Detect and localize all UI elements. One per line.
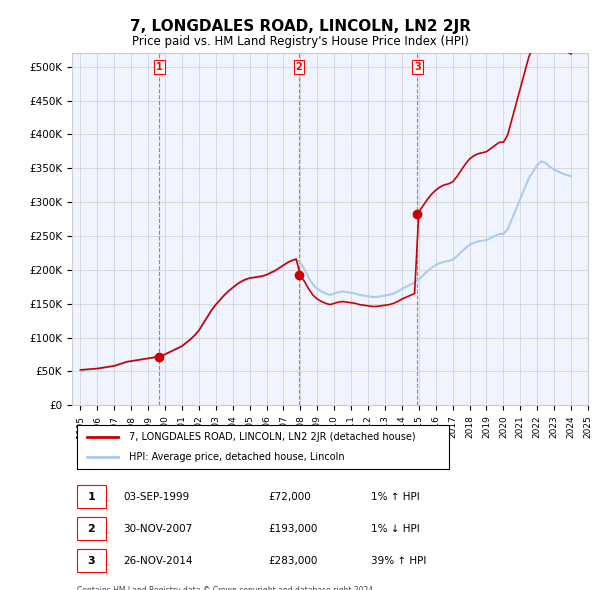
Text: 3: 3: [87, 556, 95, 566]
Text: Contains HM Land Registry data © Crown copyright and database right 2024.: Contains HM Land Registry data © Crown c…: [77, 586, 376, 590]
Text: 3: 3: [414, 61, 421, 71]
Text: 1% ↓ HPI: 1% ↓ HPI: [371, 523, 420, 533]
Text: 03-SEP-1999: 03-SEP-1999: [124, 491, 190, 502]
Text: £72,000: £72,000: [268, 491, 311, 502]
Text: HPI: Average price, detached house, Lincoln: HPI: Average price, detached house, Linc…: [129, 451, 344, 461]
FancyBboxPatch shape: [77, 486, 106, 508]
Text: 7, LONGDALES ROAD, LINCOLN, LN2 2JR: 7, LONGDALES ROAD, LINCOLN, LN2 2JR: [130, 19, 470, 34]
Text: 1: 1: [156, 61, 163, 71]
FancyBboxPatch shape: [77, 517, 106, 540]
Text: 1% ↑ HPI: 1% ↑ HPI: [371, 491, 420, 502]
Text: 2: 2: [296, 61, 302, 71]
Text: 26-NOV-2014: 26-NOV-2014: [124, 556, 193, 566]
Text: 1: 1: [87, 491, 95, 502]
FancyBboxPatch shape: [77, 549, 106, 572]
Text: £283,000: £283,000: [268, 556, 317, 566]
Text: 2: 2: [87, 523, 95, 533]
Text: 30-NOV-2007: 30-NOV-2007: [124, 523, 193, 533]
Text: £193,000: £193,000: [268, 523, 317, 533]
Text: 7, LONGDALES ROAD, LINCOLN, LN2 2JR (detached house): 7, LONGDALES ROAD, LINCOLN, LN2 2JR (det…: [129, 432, 415, 442]
Text: Price paid vs. HM Land Registry's House Price Index (HPI): Price paid vs. HM Land Registry's House …: [131, 35, 469, 48]
Text: 39% ↑ HPI: 39% ↑ HPI: [371, 556, 427, 566]
FancyBboxPatch shape: [77, 425, 449, 469]
